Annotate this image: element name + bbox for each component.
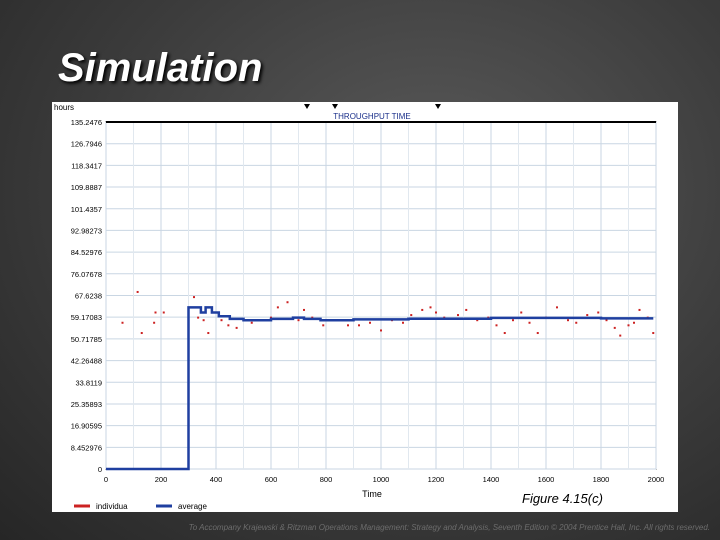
title-marker-1 [304,104,310,109]
y-tick-label: 25.35893 [71,400,102,409]
individual-point [476,319,479,322]
individual-point [121,321,124,324]
figure-caption: Figure 4.15(c) [522,491,603,506]
individual-point [220,319,223,322]
individual-point [421,308,424,311]
slide-title: Simulation [58,46,263,90]
individual-point [276,306,279,309]
individual-point [202,319,205,322]
gridlines [105,121,657,470]
individual-point [429,306,432,309]
y-tick-labels: 0 8.452976 16.90595 25.35893 33.8119 42.26488… [71,118,102,474]
slide-footer: To Accompany Krajewski & Ritzman Operati… [188,523,710,532]
y-tick-label: 109.8887 [71,183,102,192]
individual-point [627,324,630,327]
legend: individua average [74,502,207,511]
individual-point [435,311,437,314]
y-tick-label: 101.4357 [71,205,102,214]
x-axis-label: Time [362,489,382,499]
individual-point [633,321,635,324]
y-tick-label: 8.452976 [71,443,102,452]
individual-point [520,311,523,314]
x-tick-label: 1200 [428,475,445,484]
individual-point [369,321,371,324]
individual-point [358,324,360,327]
x-tick-label: 0 [104,475,108,484]
individual-point [503,332,506,335]
individual-point [638,308,641,311]
x-tick-label: 1600 [538,475,555,484]
individual-point [303,308,305,311]
title-marker-3 [435,104,441,109]
x-tick-label: 200 [155,475,168,484]
throughput-chart: 0 8.452976 16.90595 25.35893 33.8119 42.26488… [54,103,664,511]
individual-point [197,316,200,319]
x-tick-label: 2000 [648,475,665,484]
individual-point [586,314,589,317]
x-tick-label: 400 [210,475,223,484]
individual-point [286,301,289,304]
x-tick-label: 1000 [373,475,390,484]
y-tick-label: 0 [98,465,102,474]
individual-point [410,314,413,317]
individual-point [512,319,514,322]
x-tick-label: 1800 [593,475,610,484]
individual-point [322,324,325,327]
legend-average-label: average [178,502,207,511]
x-tick-label: 600 [265,475,278,484]
individual-point [605,319,608,322]
individual-point [495,324,498,327]
individual-point [154,311,157,314]
individual-point [140,332,143,335]
individual-point [193,296,195,299]
y-tick-label: 67.6238 [75,292,102,301]
series [106,290,655,471]
individual-point [613,326,616,329]
individual-point [402,321,404,324]
individual-point [207,332,210,335]
legend-individua-label: individua [96,502,128,511]
individual-point [136,290,139,293]
individual-point [567,319,569,322]
individual-point [652,332,655,335]
x-tick-labels: 0 200 400 600 800 1000 1200 1400 1600 1800 2000 [104,475,664,484]
individual-point [297,319,300,322]
y-tick-label: 50.71785 [71,335,102,344]
y-tick-label: 135.2476 [71,118,102,127]
x-tick-label: 1400 [483,475,500,484]
individual-point [235,326,238,329]
title-marker-2 [332,104,338,109]
individual-point [556,306,558,309]
y-tick-label: 118.3417 [71,161,102,170]
y-tick-label: 76.07678 [71,270,102,279]
individual-point [153,321,156,324]
individual-point [347,324,349,327]
individual-point [162,311,165,314]
individual-point [575,321,578,324]
y-tick-label: 84.52976 [71,248,102,257]
y-tick-label: 59.17083 [71,313,102,322]
individual-point [270,316,272,319]
individual-point [528,321,531,324]
average-line [106,306,654,471]
chart-title: THROUGHPUT TIME [333,112,410,121]
individual-point [457,314,459,317]
y-tick-label: 33.8119 [75,378,102,387]
individual-point [250,321,253,324]
individual-point [380,329,382,332]
y-tick-label: 92.98273 [71,226,102,235]
x-tick-label: 800 [320,475,333,484]
individual-point [619,334,622,337]
individual-point [311,316,314,319]
y-tick-label: 42.26488 [71,357,102,366]
individual-point [536,332,539,335]
y-axis-label: hours [54,103,74,112]
individual-point [227,324,230,327]
y-tick-label: 126.7946 [71,140,102,149]
chart-panel: 0 8.452976 16.90595 25.35893 33.8119 42.26488… [52,102,678,512]
y-tick-label: 16.90595 [71,422,102,431]
individual-point [465,308,468,311]
individual-point [597,311,600,314]
